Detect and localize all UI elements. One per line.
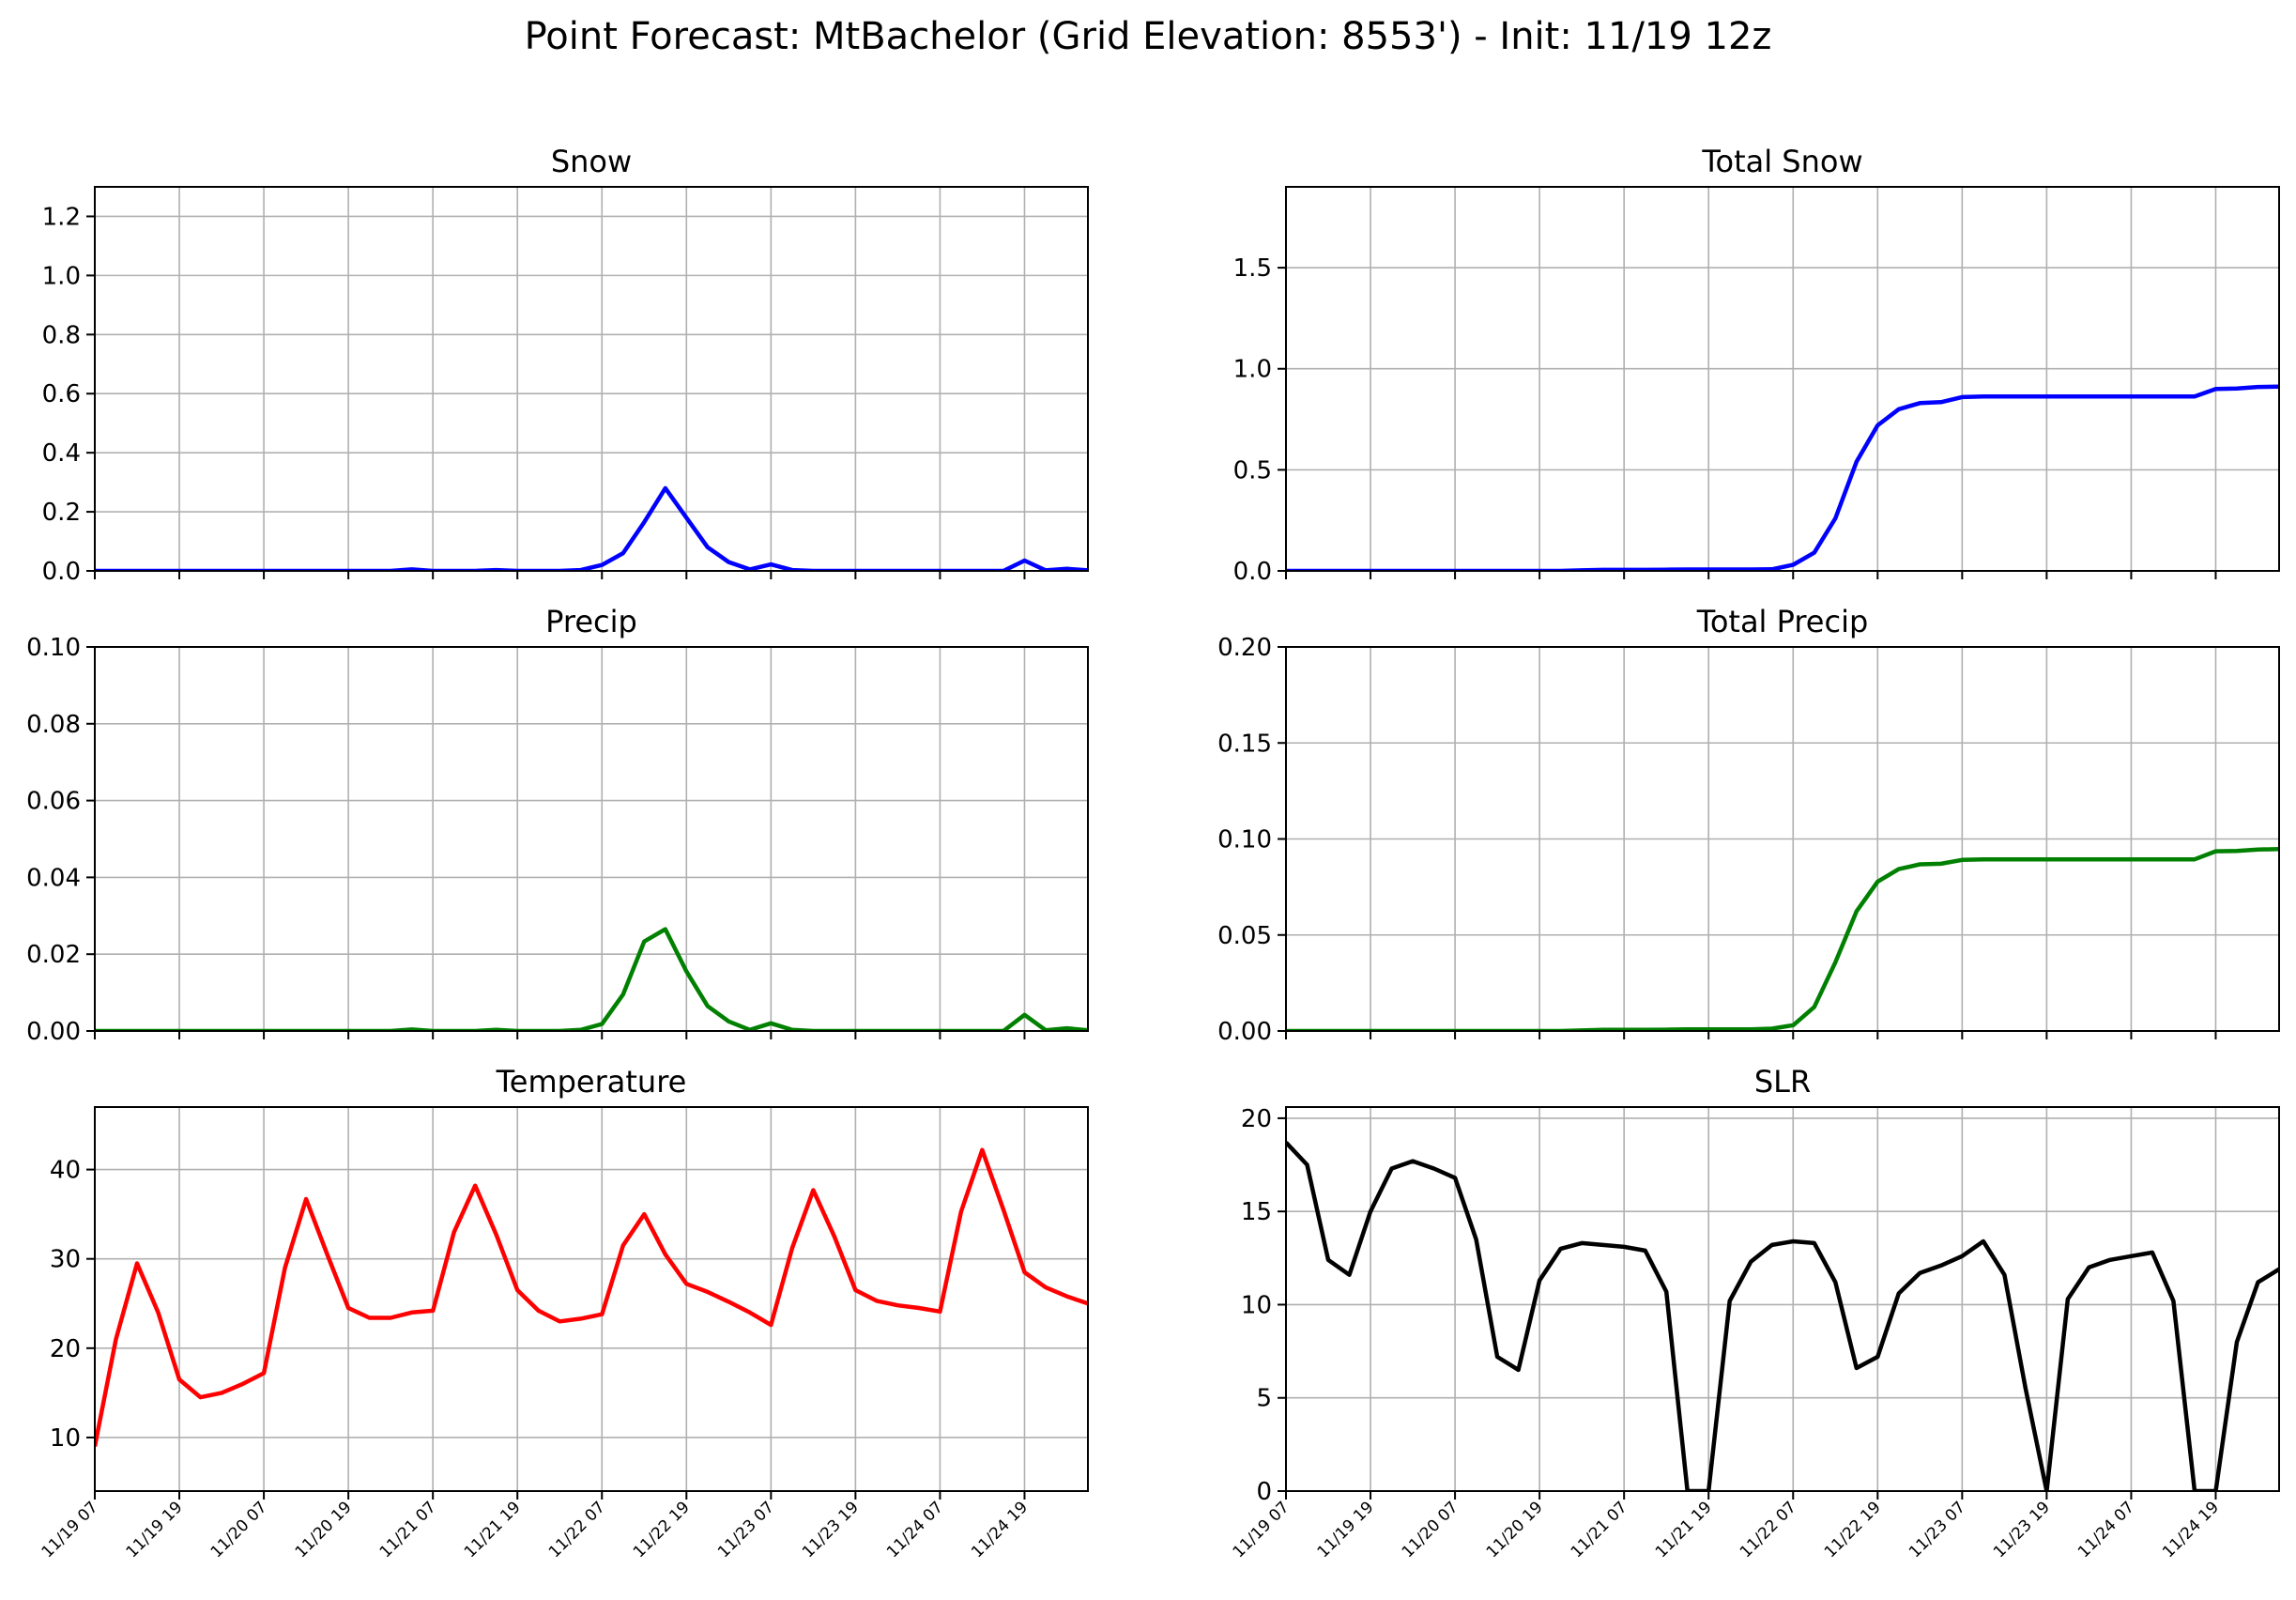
y-tick-label: 1.0 xyxy=(1233,356,1272,384)
y-tick-label: 10 xyxy=(50,1424,81,1453)
y-tick-label: 0.05 xyxy=(1217,922,1272,950)
y-tick-label: 1.5 xyxy=(1233,254,1272,283)
panel-title: Total Snow xyxy=(1701,144,1862,179)
y-tick-label: 30 xyxy=(50,1246,81,1274)
y-tick-label: 0 xyxy=(1256,1478,1272,1506)
y-tick-label: 0.6 xyxy=(42,380,81,408)
axes-frame xyxy=(1285,186,2280,572)
panel-title: Temperature xyxy=(496,1064,687,1100)
y-tick-label: 5 xyxy=(1256,1385,1272,1413)
y-tick-label: 1.0 xyxy=(42,262,81,290)
y-tick-label: 0.06 xyxy=(26,788,81,816)
series-line xyxy=(95,1147,1088,1447)
series-line xyxy=(95,485,1088,571)
y-tick-label: 20 xyxy=(1241,1105,1272,1133)
y-tick-label: 40 xyxy=(50,1157,81,1185)
panel-3: 0.00 0.05 0.10 0.15 0.20 Total Precip xyxy=(1217,604,2280,1046)
y-tick-label: 0.0 xyxy=(1233,558,1272,586)
series-line xyxy=(1286,384,2279,571)
y-tick-label: 20 xyxy=(50,1335,81,1363)
panel-title: Snow xyxy=(551,144,632,179)
panel-title: SLR xyxy=(1754,1064,1811,1100)
panel-title: Precip xyxy=(545,604,637,639)
y-tick-label: 0.4 xyxy=(42,439,81,468)
panel-title: Total Precip xyxy=(1696,604,1869,639)
y-tick-label: 0.2 xyxy=(42,499,81,527)
panel-2: 0.00 0.02 0.04 0.06 0.08 0.10 Precip xyxy=(26,604,1089,1046)
y-tick-label: 15 xyxy=(1241,1198,1272,1226)
y-tick-label: 0.10 xyxy=(1217,826,1272,854)
panel-1: 0.0 0.5 1.0 1.5 Total Snow xyxy=(1233,144,2280,586)
figure-title: Point Forecast: MtBachelor (Grid Elevati… xyxy=(525,15,1772,58)
y-tick-label: 0.10 xyxy=(26,634,81,662)
axes-frame xyxy=(94,646,1089,1032)
axes-frame xyxy=(1285,646,2280,1032)
y-tick-label: 0.0 xyxy=(42,558,81,586)
y-tick-label: 0.8 xyxy=(42,321,81,349)
y-tick-label: 0.00 xyxy=(26,1018,81,1046)
y-tick-label: 0.08 xyxy=(26,711,81,739)
axes-frame xyxy=(94,186,1089,572)
y-tick-label: 0.02 xyxy=(26,941,81,969)
y-tick-label: 10 xyxy=(1241,1291,1272,1319)
y-tick-label: 1.2 xyxy=(42,203,81,231)
axes-frame xyxy=(94,1106,1089,1492)
series-line xyxy=(95,927,1088,1031)
y-tick-label: 0.00 xyxy=(1217,1018,1272,1046)
y-tick-label: 0.04 xyxy=(26,864,81,892)
y-tick-label: 0.15 xyxy=(1217,730,1272,758)
y-tick-label: 0.5 xyxy=(1233,456,1272,485)
panel-0: 0.0 0.2 0.4 0.6 0.8 1.0 1.2 Snow xyxy=(42,144,1089,586)
series-line xyxy=(1286,1141,2279,1491)
series-line xyxy=(1286,847,2279,1031)
axes-frame xyxy=(1285,1106,2280,1492)
y-tick-label: 0.20 xyxy=(1217,634,1272,662)
